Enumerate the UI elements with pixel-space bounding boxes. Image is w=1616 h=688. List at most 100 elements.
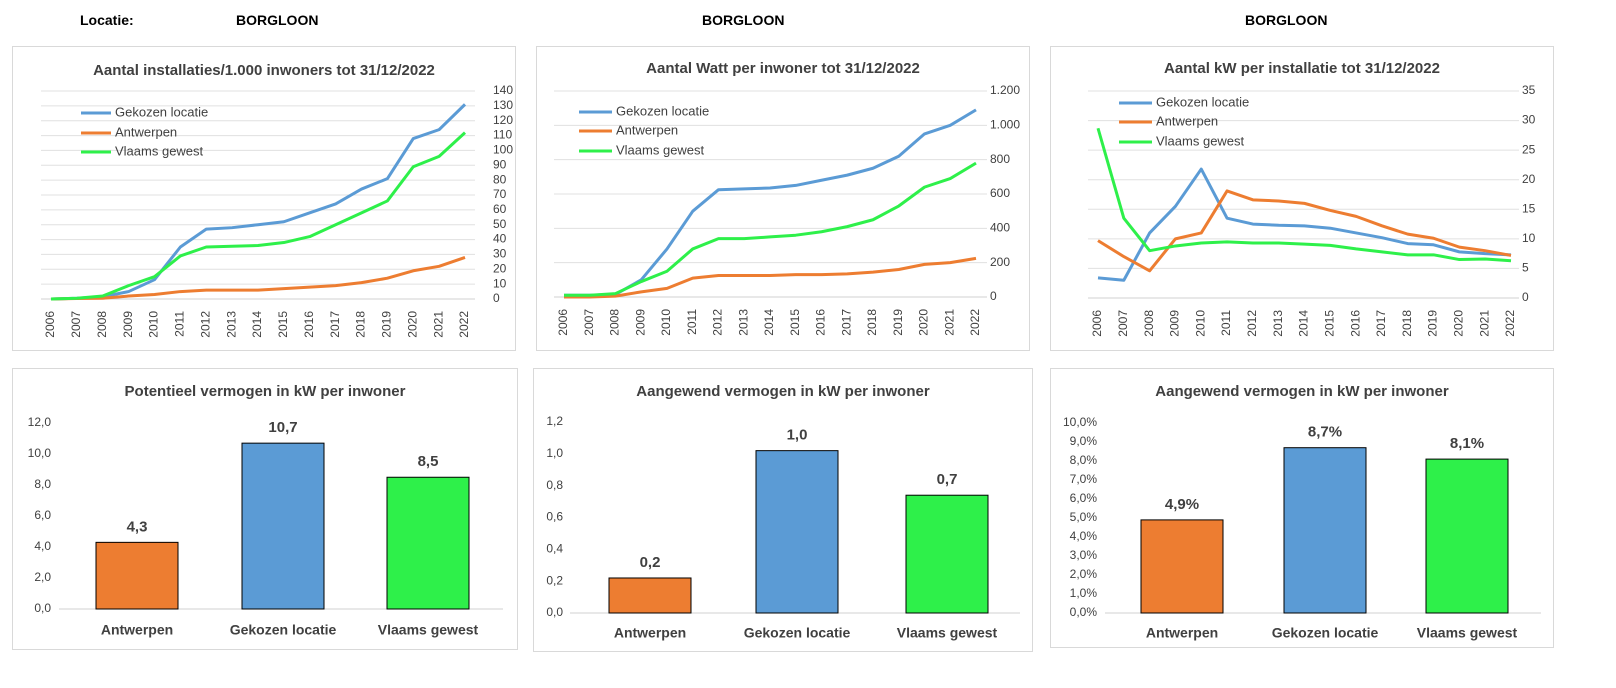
legend-label: Antwerpen — [115, 124, 177, 139]
data-line — [564, 256, 977, 299]
x-tick-label: 2008 — [1142, 310, 1156, 337]
x-tick-label: 2019 — [891, 309, 905, 336]
x-tick-label: Vlaams gewest — [897, 625, 998, 641]
y-tick-label: 4,0% — [1070, 529, 1098, 543]
x-tick-label: 2011 — [685, 309, 699, 335]
x-tick-label: 2012 — [1245, 310, 1259, 337]
x-tick-label: Gekozen locatie — [230, 622, 337, 638]
y-tick-label: 1,2 — [546, 414, 563, 428]
x-tick-label: Gekozen locatie — [1272, 625, 1379, 641]
value-label: 1,0 — [787, 427, 808, 444]
y-tick-label: 80 — [493, 172, 507, 186]
x-tick-label: 2017 — [328, 311, 342, 338]
value-label: 0,2 — [640, 554, 661, 571]
y-tick-label: 7,0% — [1070, 472, 1098, 486]
x-tick-label: 2020 — [917, 309, 931, 336]
y-tick-label: 140 — [493, 83, 513, 97]
value-label: 10,7 — [268, 419, 297, 436]
location-name: BORGLOON — [1245, 12, 1328, 28]
x-tick-label: 2006 — [556, 309, 570, 336]
y-tick-label: 10,0% — [1063, 415, 1097, 429]
y-tick-label: 0 — [1522, 290, 1529, 304]
x-tick-label: 2022 — [968, 309, 982, 336]
y-tick-label: 0,8 — [546, 478, 563, 492]
x-tick-label: Vlaams gewest — [1417, 625, 1518, 641]
chart-panel: Potentieel vermogen in kW per inwoner 0,0… — [12, 368, 518, 650]
y-tick-label: 5,0% — [1070, 510, 1098, 524]
x-tick-label: Antwerpen — [101, 622, 173, 638]
y-tick-label: 400 — [990, 221, 1010, 235]
x-tick-label: 2019 — [1426, 310, 1440, 337]
y-tick-label: 35 — [1522, 83, 1536, 97]
y-tick-label: 70 — [493, 187, 507, 201]
legend-label: Vlaams gewest — [1156, 133, 1245, 148]
x-tick-label: 2013 — [224, 311, 238, 338]
data-line — [564, 161, 977, 297]
x-tick-label: Gekozen locatie — [744, 625, 851, 641]
value-label: 8,1% — [1450, 435, 1484, 452]
y-tick-label: 110 — [493, 128, 512, 142]
x-tick-label: 2007 — [1116, 310, 1130, 337]
value-label: 8,7% — [1308, 424, 1342, 441]
x-tick-label: 2015 — [276, 311, 290, 338]
y-tick-label: 90 — [493, 157, 507, 171]
legend-label: Vlaams gewest — [115, 143, 204, 158]
bar — [905, 494, 989, 614]
data-line — [50, 131, 467, 301]
x-tick-label: 2020 — [1452, 310, 1466, 337]
y-tick-label: 8,0% — [1070, 453, 1098, 467]
chart-title: Aantal kW per installatie tot 31/12/2022 — [1164, 60, 1440, 77]
chart: Potentieel vermogen in kW per inwoner 0,0… — [28, 383, 503, 638]
y-tick-label: 2,0 — [34, 570, 51, 584]
location-label: Locatie: — [80, 12, 134, 28]
legend-label: Gekozen locatie — [115, 104, 208, 119]
chart-title: Aantal installaties/1.000 inwoners tot 3… — [93, 62, 435, 79]
value-label: 8,5 — [418, 453, 439, 470]
chart-title: Aangewend vermogen in kW per inwoner — [1155, 383, 1449, 400]
chart: Aantal kW per installatie tot 31/12/2022… — [1088, 60, 1536, 337]
y-tick-label: 12,0 — [28, 415, 52, 429]
bar — [755, 450, 839, 614]
x-tick-label: 2021 — [431, 311, 445, 338]
x-tick-label: 2009 — [1168, 310, 1182, 337]
chart-title: Aantal Watt per inwoner tot 31/12/2022 — [646, 60, 920, 77]
y-tick-label: 130 — [493, 98, 513, 112]
chart-title: Potentieel vermogen in kW per inwoner — [125, 383, 406, 400]
y-tick-label: 200 — [990, 255, 1010, 269]
y-tick-label: 10 — [1522, 231, 1536, 245]
x-tick-label: 2008 — [608, 309, 622, 336]
data-line — [1097, 189, 1512, 273]
x-tick-label: 2008 — [95, 311, 109, 338]
value-label: 4,9% — [1165, 496, 1199, 513]
y-tick-label: 600 — [990, 186, 1010, 200]
chart: Aantal installaties/1.000 inwoners tot 3… — [41, 62, 513, 338]
legend-label: Antwerpen — [1156, 113, 1218, 128]
y-tick-label: 0 — [990, 289, 997, 303]
bar — [1140, 519, 1224, 614]
x-tick-label: 2021 — [1477, 310, 1491, 337]
x-tick-label: 2006 — [43, 311, 57, 338]
y-tick-label: 50 — [493, 217, 507, 231]
x-tick-label: 2014 — [1297, 310, 1311, 337]
y-tick-label: 5 — [1522, 261, 1529, 275]
y-tick-label: 1.200 — [990, 83, 1020, 97]
chart-panel: Aangewend vermogen in kW per inwoner 0,0%… — [1050, 368, 1554, 648]
x-tick-label: 2019 — [380, 311, 394, 338]
x-tick-label: 2020 — [405, 311, 419, 338]
y-tick-label: 3,0% — [1070, 548, 1098, 562]
x-tick-label: 2017 — [1374, 310, 1388, 337]
x-tick-label: 2009 — [633, 309, 647, 336]
x-tick-label: 2015 — [788, 309, 802, 336]
chart: Aangewend vermogen in kW per inwoner 0,0%… — [1063, 383, 1541, 641]
value-label: 0,7 — [937, 471, 958, 488]
y-tick-label: 0,0 — [34, 601, 51, 615]
x-tick-label: 2017 — [839, 309, 853, 336]
y-tick-label: 4,0 — [34, 539, 51, 553]
x-tick-label: 2016 — [1348, 310, 1362, 337]
y-tick-label: 2,0% — [1070, 567, 1098, 581]
x-tick-label: 2016 — [302, 311, 316, 338]
legend-label: Gekozen locatie — [1156, 94, 1249, 109]
bar — [608, 577, 692, 614]
y-tick-label: 10 — [493, 276, 507, 290]
